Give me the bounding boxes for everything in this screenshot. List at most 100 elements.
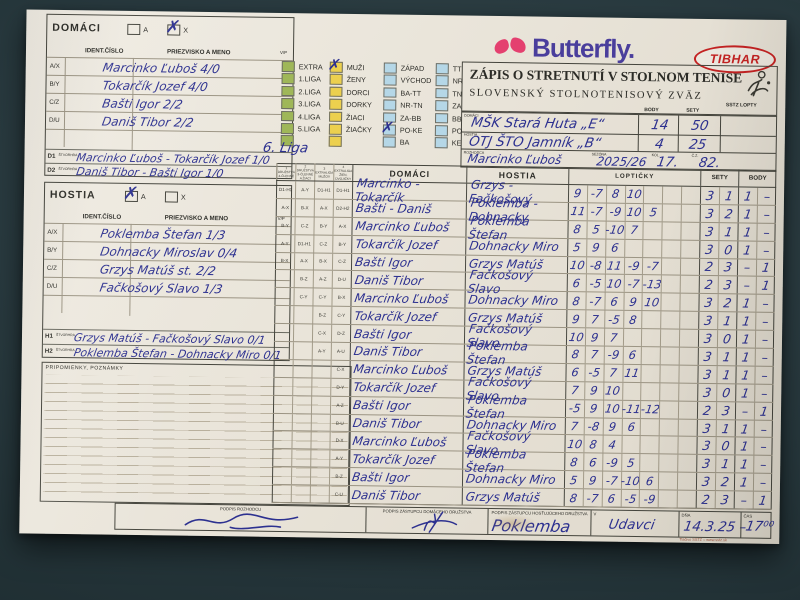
butterfly-icon [492,36,528,58]
match-sets-cell: 1 [716,348,736,366]
match-set-score-cell: 7 [564,417,584,435]
league-checkbox [328,136,342,147]
points-value: – [739,492,749,508]
match-points-cell: 1 [736,312,756,330]
roster-code-divider [62,241,64,259]
match-sets-cell: 2 [718,205,738,223]
sets-value: 2 [722,295,733,311]
match-points-cell: 1 [737,187,758,205]
set-score-value: -9 [606,348,621,363]
set-score-value: -9 [608,204,623,220]
match-home-player-cell: Daniš Tibor [347,486,462,505]
match-code-cell [291,431,311,449]
team-col-line1 [637,114,640,152]
roster-row [43,294,290,317]
match-set-score-cell: -12 [640,400,661,418]
match-points-cell: – [736,276,756,294]
match-code-cell: A-X [332,217,352,235]
match-sets-cell: 1 [718,222,738,241]
match-set-score-cell [659,365,679,383]
roster-row-code: A/X [47,228,58,236]
match-set-score-cell: -7 [601,471,621,489]
match-sets-cell: 3 [697,347,717,365]
set-score-value: 8 [610,187,621,202]
match-code-cell [292,342,312,360]
set-score-value: -9 [626,258,641,273]
away-checkbox-x [164,191,179,203]
code-column-header: 3 EXTRALIGA MUŽOV [314,163,334,181]
match-set-score-cell [679,276,699,294]
sets-value: 1 [721,349,732,365]
match-away-player: Dohnacky Miro [467,292,560,308]
set-score-value: 6 [606,491,617,506]
match-code-cell: D1-H1 [313,181,334,199]
match-away-player-cell: Poklemba Štefan [463,339,566,368]
match-set-score-cell [661,204,682,222]
match-away-player-cell: Poklemba Štefan [465,214,568,242]
match-home-player: Tokarčík Jozef [351,451,436,467]
match-home-player: Marcinko Ľuboš [352,362,449,378]
set-score-value: 10 [625,205,643,220]
form-print-credit: Tlačivo SSTZ – www.sstz.sk [679,537,727,543]
set-score-value: -5 [568,401,582,416]
roster-code-divider [63,111,66,129]
points-value: – [759,421,769,437]
match-set-score-cell: -5 [564,399,585,417]
match-set-score-cell: 6 [639,472,659,490]
match-set-score-cell: 6 [601,489,621,507]
match-set-score-cell [679,293,699,312]
match-points-cell: – [754,348,774,366]
cz-label: Č.Z. [691,153,699,158]
match-set-score-cell [678,383,698,401]
match-code-cell [292,377,312,396]
match-code-cell [310,414,330,432]
league-label: DORCI [346,87,370,98]
match-set-score-cell [659,347,680,365]
set-score-value: 7 [590,312,600,327]
match-code-cell: C-Y [312,288,332,306]
match-code-cell: A-Z [312,270,332,289]
match-set-score-cell [677,437,697,455]
league-checkbox [281,98,295,109]
match-home-player: Daniš Tibor [350,487,422,503]
match-set-score-cell [662,186,682,204]
set-score-value: 6 [609,294,619,309]
col-header-sety: SETY [686,107,700,114]
match-code-cell: D-Z [330,324,351,342]
sets-value: 1 [720,420,731,436]
set-score-value: 6 [644,473,655,488]
match-set-score-cell [657,490,678,508]
match-code-cell: B-X [312,253,333,271]
match-sets-cell: 3 [697,329,718,348]
match-home-player: Marcinko Ľuboš [353,290,450,307]
set-score-value: 7 [570,383,580,398]
match-code-cell: B-U [329,414,349,432]
match-points-cell: 1 [737,241,757,259]
home-checkbox-a [127,23,141,35]
roster-row-code: C/Z [49,98,60,106]
match-code-cell: B-X [280,258,289,264]
match-set-score-cell: 10 [641,293,661,311]
match-home-player-cell: Daniš Tibor [349,342,464,362]
home-vp-header: V/P [279,49,288,56]
code-column-header: 2 DRUŽSTVÁ 3-ČLENNÉ A ŽIACI [295,163,315,181]
away-checkbox-a-label: A [140,192,146,202]
points-value: – [760,313,770,329]
set-score-value: 9 [628,294,638,309]
match-set-score-cell: -10 [605,221,626,239]
match-set-score-cell [676,490,696,508]
handwritten-league-level: 6. Liga [261,139,310,157]
butterfly-wordmark: Butterfly. [531,32,635,64]
match-sets-cell: 3 [697,365,717,383]
roster-player-entry: Bašti Igor 2/2 [101,96,184,112]
sets-value: 1 [723,188,735,204]
referee-signature-cell: PODPIS ROZHODCU [115,504,365,532]
match-set-score-cell: 10 [602,382,622,400]
points-value: 1 [740,367,751,383]
sets-value: 3 [702,330,714,347]
sets-value: 0 [721,384,732,401]
match-set-score-cell: 6 [566,274,586,292]
match-points-cell: – [753,455,773,474]
match-points-cell: – [754,384,774,402]
